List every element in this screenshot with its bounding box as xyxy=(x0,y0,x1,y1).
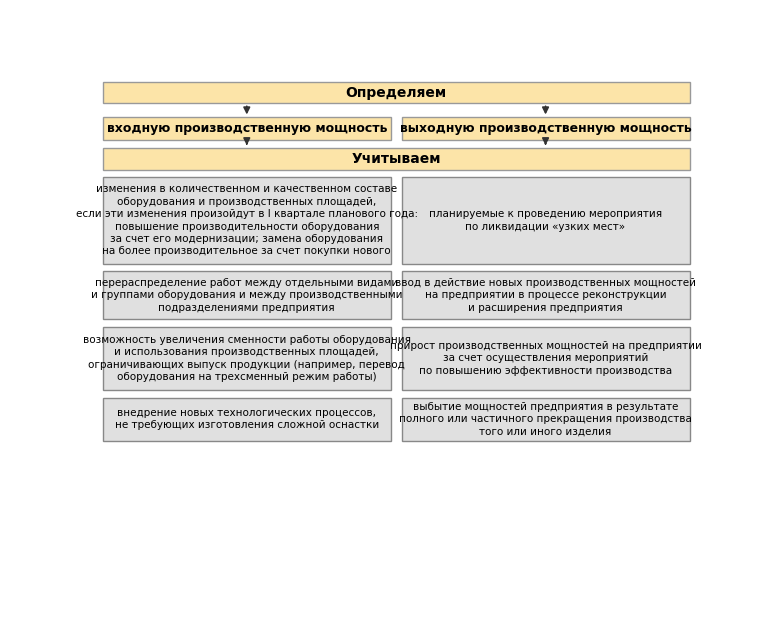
Text: перераспределение работ между отдельными видами
и группами оборудования и между : перераспределение работ между отдельными… xyxy=(91,278,403,312)
Bar xyxy=(103,117,390,141)
Bar xyxy=(402,327,690,390)
Bar xyxy=(103,82,690,103)
Bar xyxy=(402,177,690,264)
Text: изменения в количественном и качественном составе
оборудования и производственны: изменения в количественном и качественно… xyxy=(76,184,418,256)
Text: внедрение новых технологических процессов,
не требующих изготовления сложной осн: внедрение новых технологических процессо… xyxy=(114,408,379,430)
Bar xyxy=(103,398,390,440)
Text: входную производственную мощность: входную производственную мощность xyxy=(107,122,387,136)
Bar xyxy=(103,271,390,319)
Bar xyxy=(402,117,690,141)
Text: ввод в действие новых производственных мощностей
на предприятии в процессе рекон: ввод в действие новых производственных м… xyxy=(395,278,696,312)
Bar xyxy=(402,398,690,440)
Text: выбытие мощностей предприятия в результате
полного или частичного прекращения пр: выбытие мощностей предприятия в результа… xyxy=(399,402,692,437)
Text: планируемые к проведению мероприятия
по ликвидации «узких мест»: планируемые к проведению мероприятия по … xyxy=(429,209,662,232)
Text: прирост производственных мощностей на предприятии
за счет осуществления мероприя: прирост производственных мощностей на пр… xyxy=(390,341,701,375)
Bar xyxy=(103,327,390,390)
Text: выходную производственную мощность: выходную производственную мощность xyxy=(400,122,691,136)
Text: возможность увеличения сменности работы оборудования
и использования производств: возможность увеличения сменности работы … xyxy=(83,334,410,382)
Text: Учитываем: Учитываем xyxy=(352,152,441,166)
Text: Определяем: Определяем xyxy=(346,86,447,100)
Bar xyxy=(103,148,690,170)
Bar xyxy=(103,177,390,264)
Bar xyxy=(402,271,690,319)
